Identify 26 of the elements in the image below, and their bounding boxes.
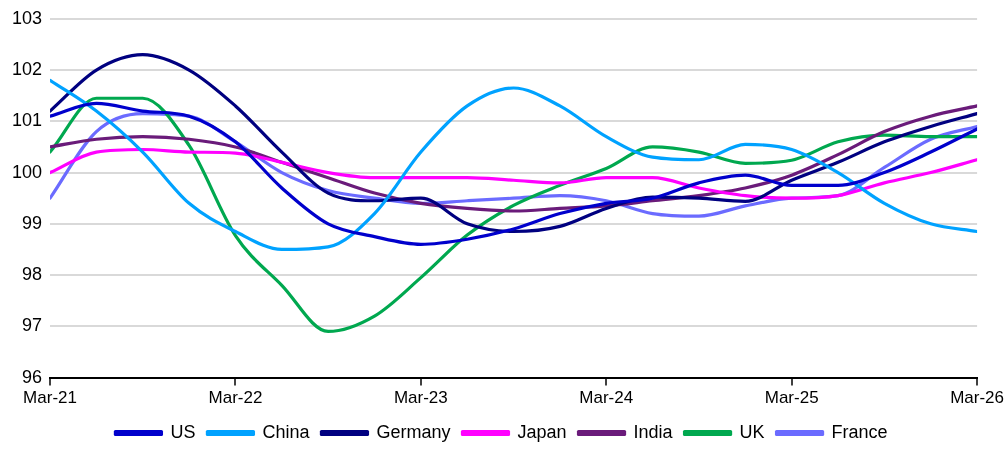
line-series [50,96,978,334]
x-tick-label: Mar-21 [23,388,77,408]
legend-label: China [262,421,311,442]
y-tick-label: 99 [22,212,43,233]
y-tick-label: 100 [11,161,43,182]
legend-label: Japan [517,421,567,442]
y-tick-label: 103 [11,7,43,28]
x-tick-label: Mar-26 [950,388,1005,408]
line-series [50,101,978,246]
x-tick-label: Mar-24 [579,388,634,408]
y-tick-label: 101 [11,110,43,131]
y-tick-label: 96 [22,366,43,387]
x-tick-label: Mar-23 [393,388,448,408]
legend-label: France [831,421,888,442]
legend-label: India [633,421,674,442]
line-series [50,147,978,200]
y-tick-label: 98 [22,264,43,285]
legend-label: US [170,421,196,442]
legend-label: Germany [376,421,451,442]
x-tick-label: Mar-25 [764,388,819,408]
y-tick-label: 102 [11,59,43,80]
line-series [50,78,978,252]
line-series [50,53,978,234]
y-tick-label: 97 [22,315,43,336]
x-tick-label: Mar-22 [208,388,263,408]
legend-label: UK [739,421,765,442]
